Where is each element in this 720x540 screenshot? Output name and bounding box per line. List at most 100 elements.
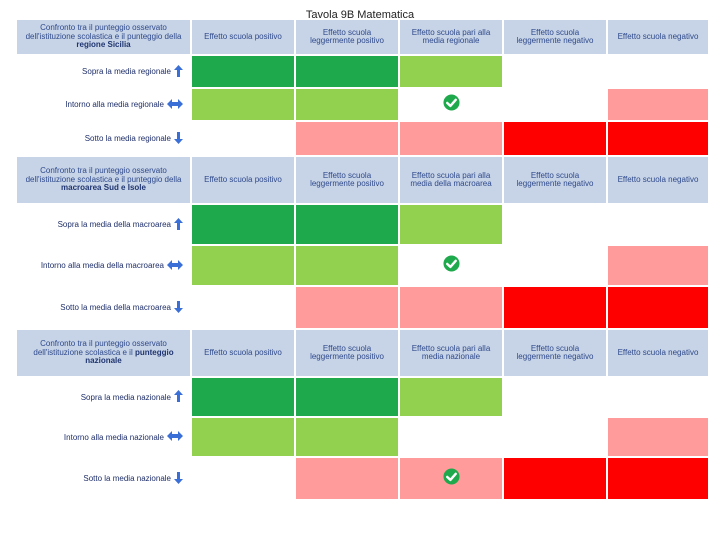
matrix-cell (400, 89, 504, 122)
column-header: Effetto scuola leggermente negativo (504, 20, 608, 56)
matrix-cell (400, 287, 504, 330)
column-header-label: Effetto scuola leggermente negativo (516, 170, 594, 188)
column-header-label: Effetto scuola leggermente positivo (310, 170, 384, 188)
row-label: Intorno alla media della macroarea (17, 246, 192, 287)
row-label: Sopra la media nazionale (17, 378, 192, 418)
row-label: Sopra la media regionale (17, 56, 192, 89)
column-header: Effetto scuola leggermente negativo (504, 330, 608, 378)
column-header-label: Effetto scuola leggermente positivo (310, 27, 384, 45)
section-header-label: Confronto tra il punteggio osservato del… (17, 330, 192, 378)
matrix-cell (192, 378, 296, 418)
matrix-cell (608, 56, 710, 89)
row-label-text: Intorno alla media regionale (65, 100, 164, 109)
matrix-cell (400, 56, 504, 89)
matrix-cell (504, 89, 608, 122)
column-header-label: Effetto scuola negativo (617, 347, 699, 357)
arrow-left-right-icon (167, 430, 183, 444)
check-icon (442, 467, 460, 490)
section-header-emphasis: regione Sicilia (76, 40, 131, 50)
matrix-cell (400, 205, 504, 246)
row-label-text: Sotto la media regionale (84, 134, 171, 143)
row-label: Intorno alla media regionale (17, 89, 192, 122)
column-header-label: Effetto scuola positivo (204, 347, 282, 357)
row-label-text: Intorno alla media nazionale (63, 432, 164, 442)
column-header-label: Effetto scuola leggermente positivo (310, 343, 384, 361)
column-header-label: Effetto scuola leggermente negativo (516, 343, 594, 361)
section-header-emphasis: punteggio nazionale (85, 347, 174, 366)
arrow-up-icon (174, 217, 183, 232)
row-label: Sotto la media regionale (17, 122, 192, 157)
section-header-text: Confronto tra il punteggio osservato del… (25, 23, 182, 41)
matrix-cell (504, 246, 608, 287)
row-label: Sotto la media nazionale (17, 458, 192, 501)
arrow-up-icon (174, 64, 183, 79)
arrow-down-icon (174, 300, 183, 315)
check-icon (442, 254, 460, 277)
matrix-cell (504, 56, 608, 89)
row-label-text: Sotto la media della macroarea (60, 303, 171, 312)
column-header: Effetto scuola pari alla media della mac… (400, 157, 504, 205)
matrix-cell (296, 89, 400, 122)
row-label: Intorno alla media nazionale (17, 418, 192, 458)
row-label-text: Sopra la media nazionale (80, 392, 171, 402)
row-label-text: Sotto la media nazionale (83, 474, 171, 483)
matrix-cell (192, 458, 296, 501)
matrix-cell (192, 122, 296, 157)
matrix-cell (608, 122, 710, 157)
matrix-cell (192, 287, 296, 330)
matrix-cell (192, 246, 296, 287)
column-header: Effetto scuola negativo (608, 157, 710, 205)
column-header-label: Effetto scuola negativo (617, 174, 699, 184)
row-label-text: Sopra la media della macroarea (57, 220, 171, 229)
column-header: Effetto scuola leggermente positivo (296, 330, 400, 378)
row-label-text: Intorno alla media della macroarea (40, 261, 164, 270)
arrow-left-right-icon (167, 259, 183, 273)
matrix-cell (504, 418, 608, 458)
matrix-cell (608, 378, 710, 418)
arrow-down-icon (174, 131, 183, 146)
row-label: Sotto la media della macroarea (17, 287, 192, 330)
column-header: Effetto scuola positivo (192, 157, 296, 205)
section-header-emphasis: macroarea Sud e Isole (61, 183, 146, 193)
matrix-cell (296, 378, 400, 418)
matrix-cell (192, 205, 296, 246)
matrix-cell (192, 418, 296, 458)
matrix-cell (400, 418, 504, 458)
column-header-label: Effetto scuola leggermente negativo (516, 27, 594, 45)
matrix-cell (296, 418, 400, 458)
column-header: Effetto scuola positivo (192, 330, 296, 378)
matrix-cell (608, 205, 710, 246)
matrix-cell (192, 56, 296, 89)
row-label: Sopra la media della macroarea (17, 205, 192, 246)
matrix-cell (504, 205, 608, 246)
column-header: Effetto scuola leggermente positivo (296, 20, 400, 56)
matrix-cell (608, 458, 710, 501)
matrix-cell (296, 122, 400, 157)
column-header: Effetto scuola positivo (192, 20, 296, 56)
column-header: Effetto scuola negativo (608, 330, 710, 378)
column-header-label: Effetto scuola positivo (204, 174, 282, 184)
table-title: Tavola 9B Matematica (305, 9, 415, 21)
evaluation-table: Confronto tra il punteggio osservato del… (17, 20, 710, 501)
section-header-label: Confronto tra il punteggio osservato del… (17, 157, 192, 205)
matrix-cell (504, 122, 608, 157)
matrix-cell (296, 246, 400, 287)
section-header-text: Confronto tra il punteggio osservato del… (33, 339, 167, 357)
arrow-up-icon (174, 390, 183, 404)
column-header: Effetto scuola leggermente negativo (504, 157, 608, 205)
column-header-label: Effetto scuola pari alla media della mac… (410, 170, 492, 188)
column-header-label: Effetto scuola pari alla media nazionale (411, 343, 491, 361)
column-header: Effetto scuola negativo (608, 20, 710, 56)
column-header: Effetto scuola pari alla media regionale (400, 20, 504, 56)
matrix-cell (296, 287, 400, 330)
matrix-cell (504, 287, 608, 330)
column-header-label: Effetto scuola positivo (204, 31, 282, 41)
matrix-cell (296, 458, 400, 501)
check-icon (442, 93, 460, 116)
column-header: Effetto scuola pari alla media nazionale (400, 330, 504, 378)
matrix-cell (296, 56, 400, 89)
matrix-cell (400, 246, 504, 287)
matrix-cell (608, 89, 710, 122)
column-header: Effetto scuola leggermente positivo (296, 157, 400, 205)
matrix-cell (400, 122, 504, 157)
